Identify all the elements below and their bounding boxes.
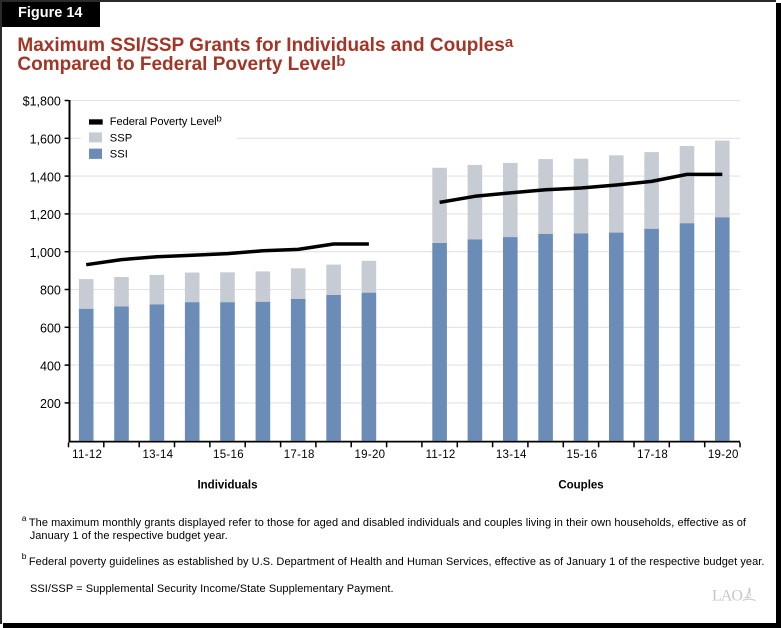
svg-text:1,000: 1,000 <box>30 246 61 260</box>
svg-text:1,600: 1,600 <box>30 133 61 147</box>
svg-text:15-16: 15-16 <box>213 449 244 461</box>
svg-text:19-20: 19-20 <box>708 449 739 461</box>
svg-text:13-14: 13-14 <box>142 449 173 461</box>
svg-text:19-20: 19-20 <box>354 449 385 461</box>
svg-text:800: 800 <box>40 284 61 298</box>
svg-text:SSP: SSP <box>110 132 132 144</box>
svg-text:15-16: 15-16 <box>567 449 598 461</box>
svg-text:Federal Poverty Levelb: Federal Poverty Levelb <box>110 114 222 129</box>
svg-text:$1,800: $1,800 <box>23 95 61 109</box>
svg-text:17-18: 17-18 <box>284 449 315 461</box>
svg-text:Individuals: Individuals <box>197 479 257 491</box>
svg-text:200: 200 <box>40 397 61 411</box>
svg-text:13-14: 13-14 <box>496 449 527 461</box>
svg-text:11-12: 11-12 <box>72 449 102 461</box>
svg-text:11-12: 11-12 <box>426 449 456 461</box>
svg-text:1,200: 1,200 <box>30 208 61 222</box>
svg-text:1,400: 1,400 <box>30 170 61 184</box>
svg-text:600: 600 <box>40 322 61 336</box>
svg-text:400: 400 <box>40 359 61 373</box>
svg-text:17-18: 17-18 <box>637 449 668 461</box>
svg-text:SSI: SSI <box>110 149 128 161</box>
svg-text:Couples: Couples <box>558 479 603 491</box>
